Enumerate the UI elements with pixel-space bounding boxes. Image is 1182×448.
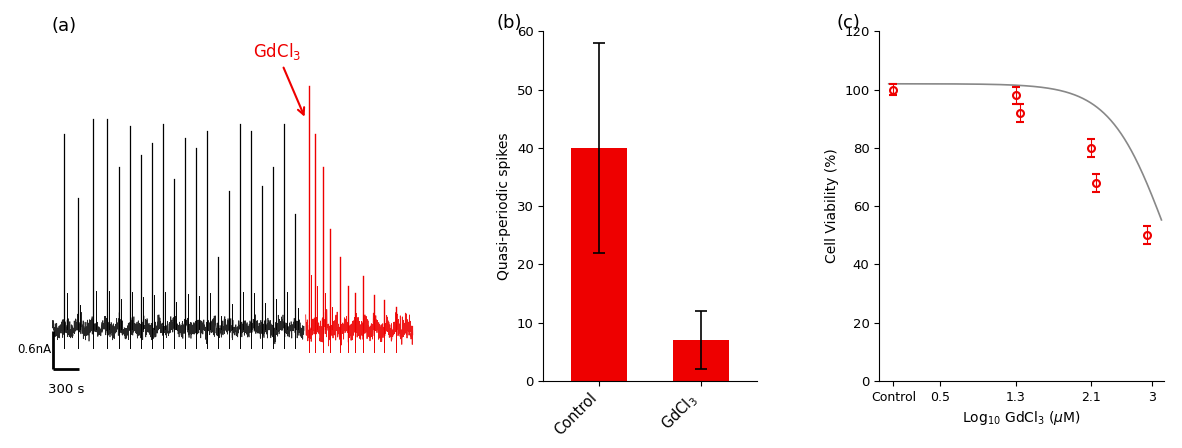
- Text: (b): (b): [496, 14, 522, 32]
- Y-axis label: Quasi-periodic spikes: Quasi-periodic spikes: [498, 132, 512, 280]
- Bar: [571, 148, 628, 381]
- Text: 0.6nA: 0.6nA: [18, 344, 52, 357]
- Bar: [674, 340, 729, 381]
- Y-axis label: Cell Viability (%): Cell Viability (%): [825, 149, 839, 263]
- Text: 300 s: 300 s: [47, 383, 84, 396]
- Text: $\mathrm{GdCl_3}$: $\mathrm{GdCl_3}$: [253, 41, 304, 115]
- Text: (c): (c): [837, 14, 860, 32]
- Text: (a): (a): [51, 17, 76, 35]
- X-axis label: Log$_{10}$ GdCl$_3$ ($\mu$M): Log$_{10}$ GdCl$_3$ ($\mu$M): [962, 409, 1082, 427]
